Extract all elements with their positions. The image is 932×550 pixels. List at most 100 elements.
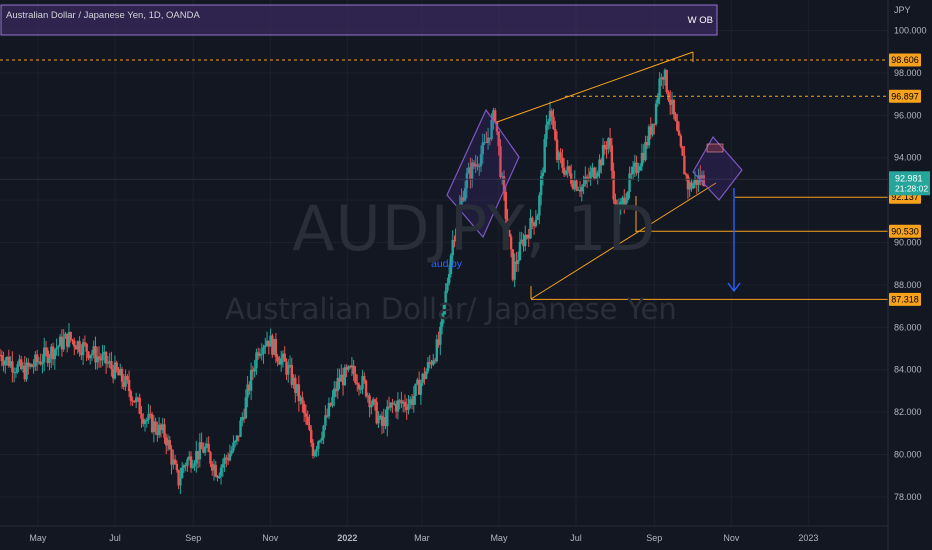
level-lines xyxy=(0,59,888,300)
candle-body xyxy=(356,383,359,385)
candle-body xyxy=(373,399,377,402)
candle-body xyxy=(212,464,216,471)
candle-body xyxy=(686,175,690,190)
candle-body xyxy=(92,346,95,354)
candle-body xyxy=(393,403,396,405)
candle-body xyxy=(405,406,408,410)
watermark-ticker: AUDJPY, 1D xyxy=(292,192,657,265)
candle-body xyxy=(262,347,265,354)
candle-body xyxy=(124,375,127,387)
x-tick-label: Sep xyxy=(646,533,662,543)
candle-body xyxy=(108,361,111,363)
level-price-text: 90.530 xyxy=(891,226,919,236)
candle-body xyxy=(573,180,576,189)
candle-body xyxy=(203,446,207,453)
candle-body xyxy=(559,152,562,158)
candle-body xyxy=(150,414,154,433)
candle-body xyxy=(83,342,87,344)
candle-body xyxy=(568,166,571,174)
w-ob-zone[interactable] xyxy=(0,4,718,36)
time-axis[interactable]: May Jul Sep Nov 2022 Mar May Jul Sep Nov 2023 xyxy=(29,533,818,543)
candle-body xyxy=(244,397,248,419)
candle-body xyxy=(85,343,88,352)
candle-body xyxy=(27,362,30,367)
candle-body xyxy=(577,189,580,191)
candle-body xyxy=(163,424,166,438)
candle-body xyxy=(451,239,454,256)
y-tick-label: 82.000 xyxy=(894,407,922,417)
candle-body xyxy=(80,352,83,356)
candle-body xyxy=(41,362,44,365)
candle-body xyxy=(165,437,168,446)
candle-body xyxy=(587,177,591,179)
candle-body xyxy=(433,360,437,362)
candle-body xyxy=(184,465,187,467)
candle-body xyxy=(237,435,240,437)
candle-body xyxy=(264,345,267,348)
drawings: W OB audjpy xyxy=(0,4,743,300)
candle-body xyxy=(251,369,255,372)
candle-body xyxy=(276,356,279,362)
candle-body xyxy=(170,449,173,465)
order-block-left[interactable] xyxy=(446,108,520,239)
candle-body xyxy=(28,364,32,367)
candle-body xyxy=(642,152,645,161)
level-price-text: 92.137 xyxy=(891,192,919,202)
candle-body xyxy=(646,141,649,146)
candle-body xyxy=(524,235,527,247)
candle-body xyxy=(423,373,426,379)
wedge-bottom-line[interactable] xyxy=(530,182,717,300)
candle-body xyxy=(88,355,92,359)
candle-body xyxy=(304,413,308,417)
candle-body xyxy=(157,424,161,436)
candle-body xyxy=(400,400,403,404)
candle-body xyxy=(557,152,561,160)
candle-body xyxy=(695,178,698,185)
candle-body xyxy=(409,399,412,404)
candle-body xyxy=(11,361,14,373)
y-tick-label: 88.000 xyxy=(894,280,922,290)
price-axis[interactable]: 78.000 80.000 82.000 84.000 86.000 88.000 90.0… xyxy=(894,5,927,502)
x-tick-label: Mar xyxy=(414,533,430,543)
candle-body xyxy=(283,353,286,362)
wedge-top-line[interactable] xyxy=(496,51,694,123)
candle-body xyxy=(16,364,19,373)
candle-body xyxy=(317,441,320,449)
candle-body xyxy=(35,354,39,362)
y-tick-label: 100.000 xyxy=(894,26,927,36)
candle-body xyxy=(647,126,651,146)
candle-body xyxy=(366,395,370,397)
candle-body xyxy=(488,137,492,140)
candle-body xyxy=(168,440,171,450)
candle-body xyxy=(456,212,460,229)
x-tick-label: Nov xyxy=(262,533,279,543)
symbol-title[interactable]: Australian Dollar / Japanese Yen, 1D, OA… xyxy=(6,10,200,21)
candle-body xyxy=(51,346,55,360)
candle-body xyxy=(589,171,592,179)
candle-body xyxy=(218,475,221,478)
x-tick-label: May xyxy=(490,533,508,543)
candle-body xyxy=(677,130,681,136)
candle-body xyxy=(679,135,683,147)
candle-body xyxy=(598,159,601,173)
audjpy-label[interactable]: audjpy xyxy=(431,258,463,270)
order-block-right[interactable] xyxy=(692,135,743,201)
candle-body xyxy=(414,383,417,396)
candle-body xyxy=(191,466,194,468)
candle-body xyxy=(424,371,428,379)
candle-body xyxy=(407,403,410,410)
x-tick-label: Nov xyxy=(723,533,740,543)
candle-body xyxy=(396,400,400,412)
candle-body xyxy=(306,416,309,425)
candle-body xyxy=(402,401,405,404)
y-tick-label: 98.000 xyxy=(894,68,922,78)
candle-body xyxy=(518,241,522,261)
candle-body xyxy=(258,353,262,356)
candle-body xyxy=(663,69,667,80)
candle-body xyxy=(660,77,663,79)
candle-body xyxy=(343,367,347,386)
candle-body xyxy=(516,260,520,264)
